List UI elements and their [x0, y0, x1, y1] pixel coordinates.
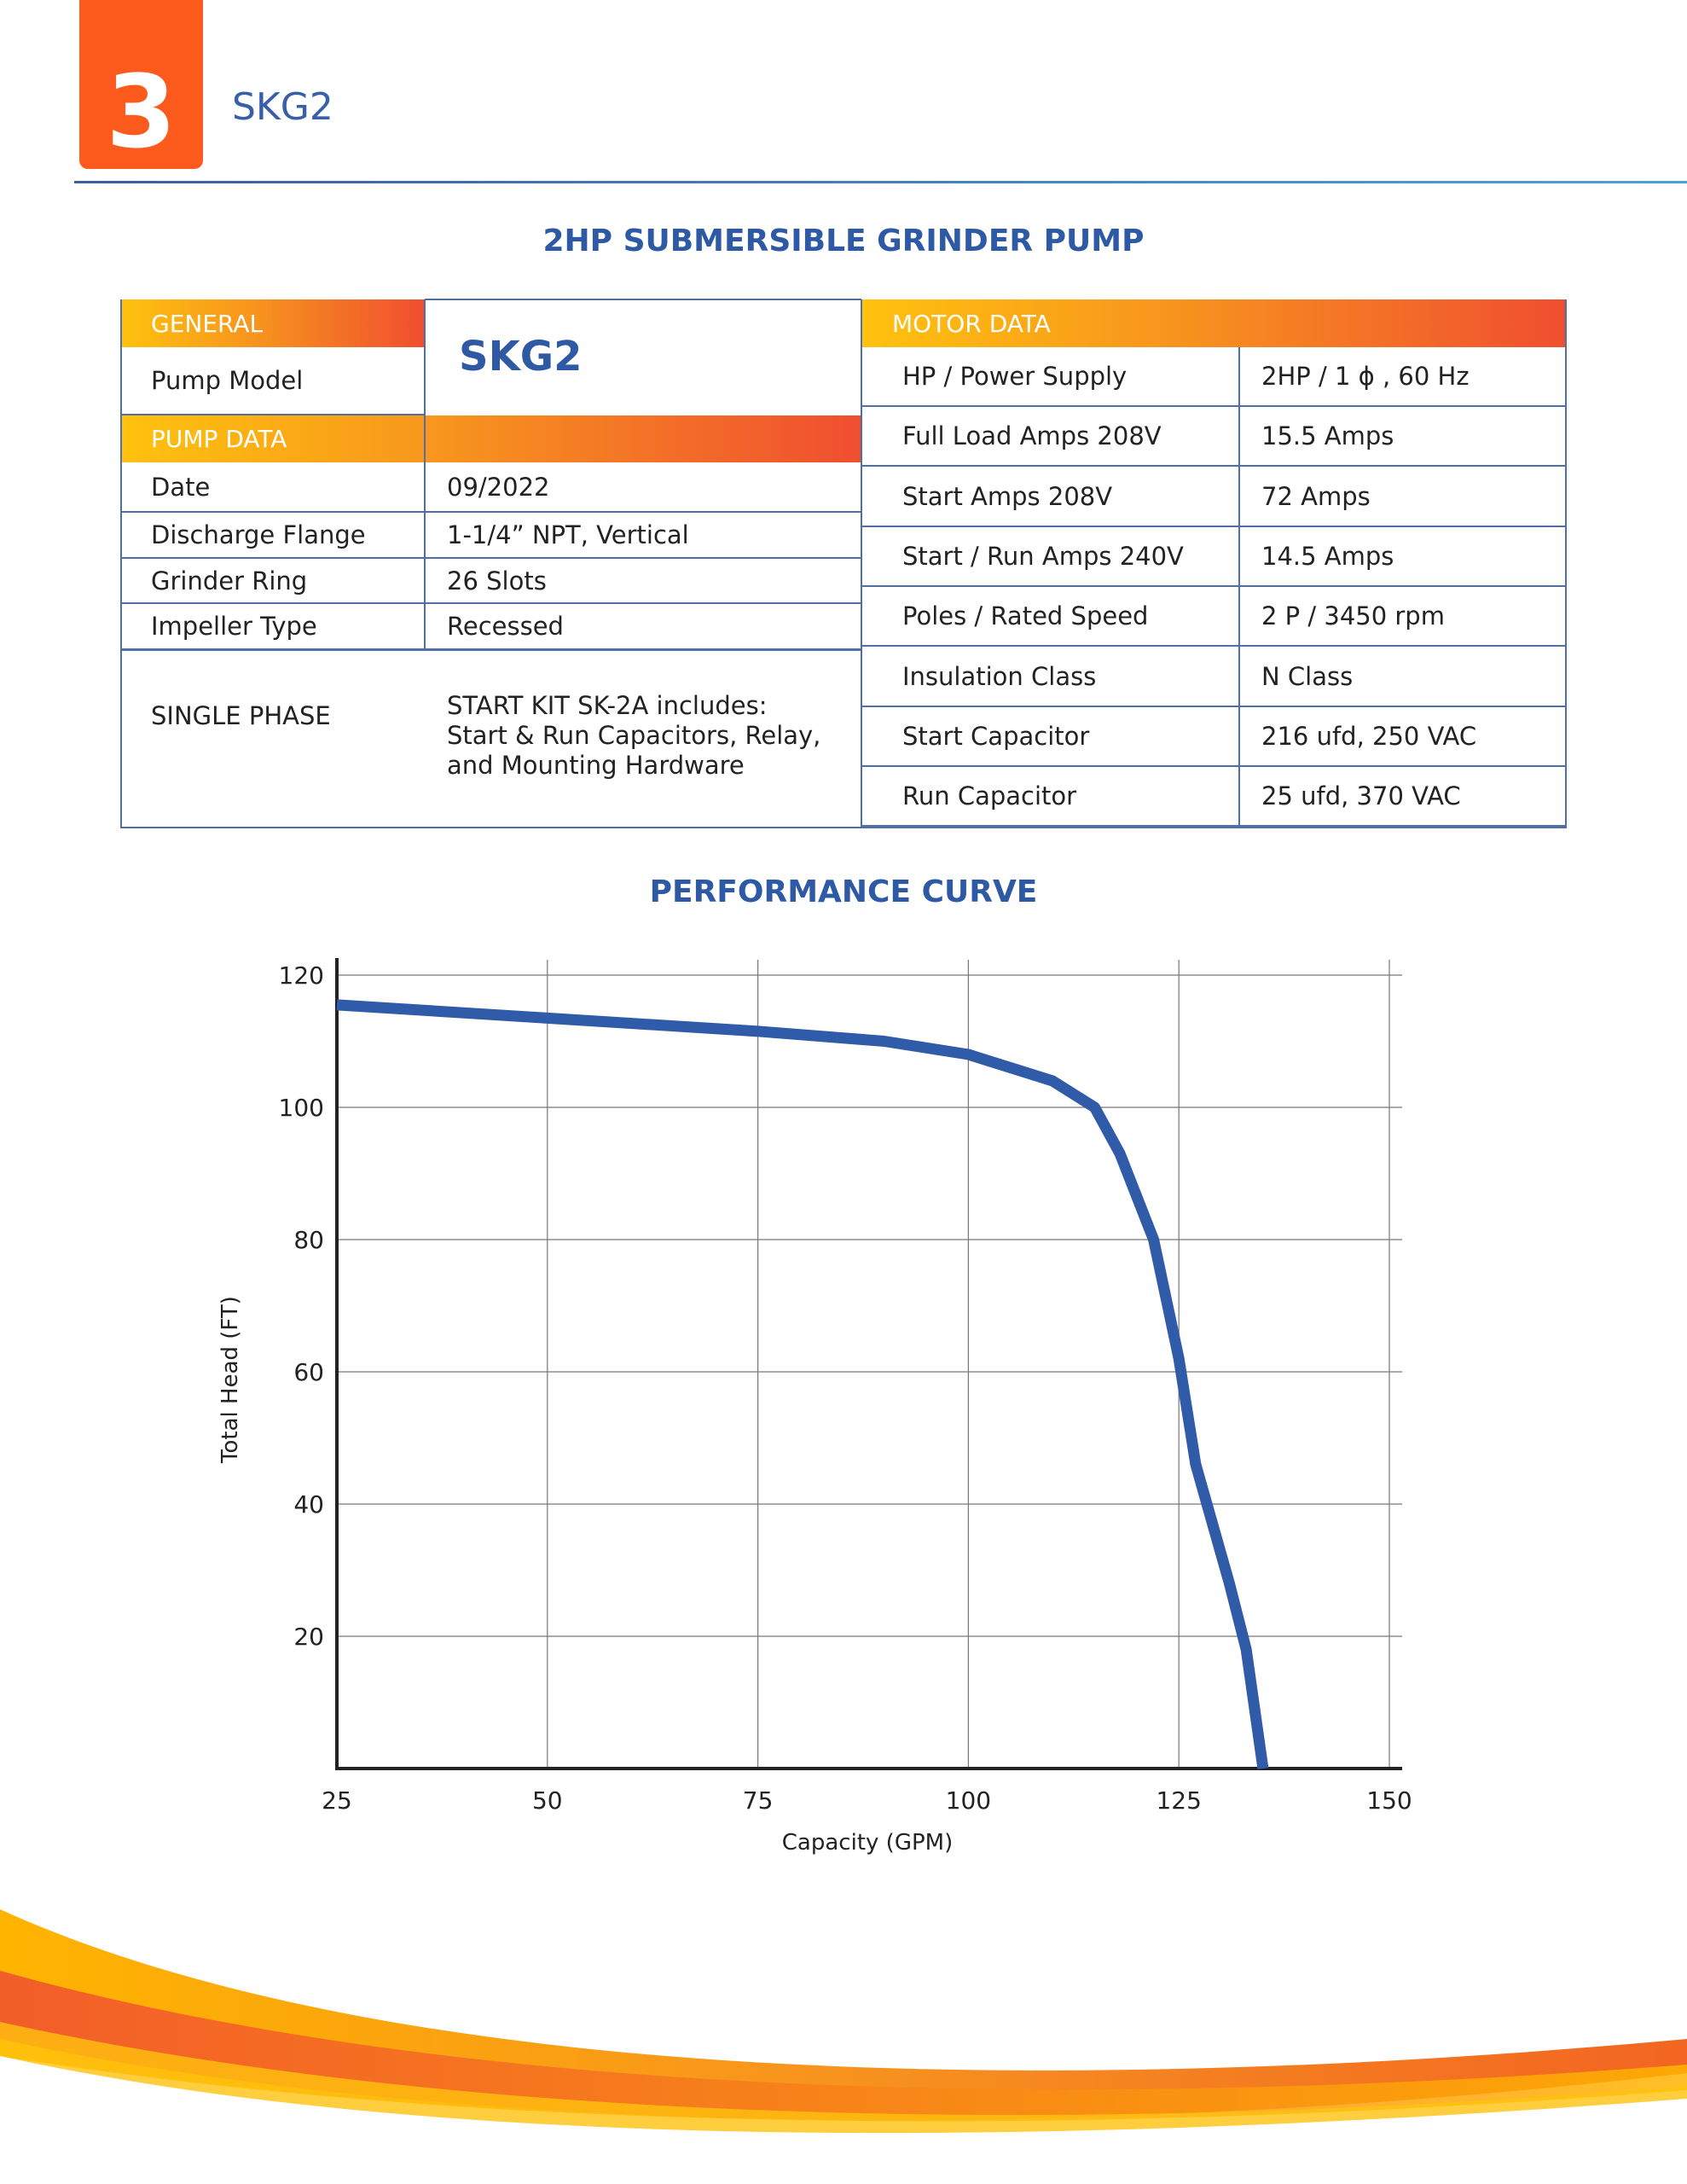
pump-data-value: 26 Slots: [425, 559, 861, 604]
start-kit-line: Start & Run Capacitors, Relay,: [447, 721, 821, 750]
border: [1565, 299, 1567, 828]
border: [120, 827, 1567, 828]
header-model: SKG2: [232, 85, 333, 129]
x-tick-label: 100: [946, 1786, 991, 1815]
y-tick-label: 100: [279, 1094, 324, 1122]
pump-data-value: 09/2022: [425, 462, 861, 513]
motor-data-value: 72 Amps: [1239, 468, 1566, 527]
pump-data-label: Date: [120, 462, 425, 513]
motor-data-label: Insulation Class: [861, 648, 1239, 707]
border: [424, 299, 426, 650]
motor-data-value: 2HP / 1 ϕ , 60 Hz: [1239, 347, 1566, 407]
motor-data-label: HP / Power Supply: [861, 347, 1239, 407]
pump-data-label: Discharge Flange: [120, 513, 425, 559]
section-number-badge: 3: [79, 0, 203, 169]
motor-data-value: 25 ufd, 370 VAC: [1239, 767, 1566, 828]
x-tick-label: 125: [1156, 1786, 1201, 1815]
motor-data-value: 14.5 Amps: [1239, 527, 1566, 587]
border: [1238, 347, 1240, 828]
x-tick-label: 150: [1366, 1786, 1412, 1815]
pump-data-value: 1-1/4” NPT, Vertical: [425, 513, 861, 559]
decorative-swoosh: [0, 1909, 1687, 2134]
start-kit-line: START KIT SK-2A includes:: [447, 691, 768, 720]
header-divider: [74, 181, 1687, 183]
motor-data-value: 15.5 Amps: [1239, 407, 1566, 468]
pump-data-label: Grinder Ring: [120, 559, 425, 604]
motor-data-label: Run Capacitor: [861, 767, 1239, 828]
start-kit-line: and Mounting Hardware: [447, 751, 745, 780]
x-tick-label: 50: [532, 1786, 563, 1815]
y-tick-label: 40: [293, 1490, 324, 1519]
x-tick-label: 25: [322, 1786, 352, 1815]
motor-data-value: 216 ufd, 250 VAC: [1239, 707, 1566, 767]
motor-data-label: Start Amps 208V: [861, 468, 1239, 527]
motor-data-value: N Class: [1239, 648, 1566, 707]
x-axis-label: Capacity (GPM): [782, 1830, 953, 1856]
single-phase-label: SINGLE PHASE: [151, 701, 331, 730]
pump-data-heading: PUMP DATA: [120, 415, 861, 462]
border: [861, 299, 862, 828]
motor-data-heading: MOTOR DATA: [861, 299, 1566, 347]
pump-model-value: SKG2: [459, 333, 583, 380]
y-tick-label: 120: [279, 961, 324, 990]
y-tick-label: 60: [293, 1358, 324, 1386]
start-kit-description: START KIT SK-2A includes: Start & Run Ca…: [447, 691, 820, 781]
motor-data-label: Start / Run Amps 240V: [861, 527, 1239, 587]
motor-data-value: 2 P / 3450 rpm: [1239, 587, 1566, 648]
pump-model-label: Pump Model: [120, 347, 425, 415]
motor-data-label: Poles / Rated Speed: [861, 587, 1239, 648]
border: [425, 299, 861, 300]
y-tick-label: 80: [293, 1226, 324, 1254]
border: [120, 649, 861, 651]
y-axis-label: Total Head (FT): [217, 1296, 243, 1464]
page-title: 2HP SUBMERSIBLE GRINDER PUMP: [542, 224, 1145, 258]
x-tick-label: 75: [743, 1786, 774, 1815]
motor-data-label: Full Load Amps 208V: [861, 407, 1239, 468]
general-heading: GENERAL: [120, 299, 425, 347]
y-tick-label: 20: [293, 1623, 324, 1651]
performance-curve-line: [336, 999, 1269, 1769]
motor-data-label: Start Capacitor: [861, 707, 1239, 767]
chart-title: PERFORMANCE CURVE: [649, 874, 1038, 909]
border: [120, 299, 122, 828]
